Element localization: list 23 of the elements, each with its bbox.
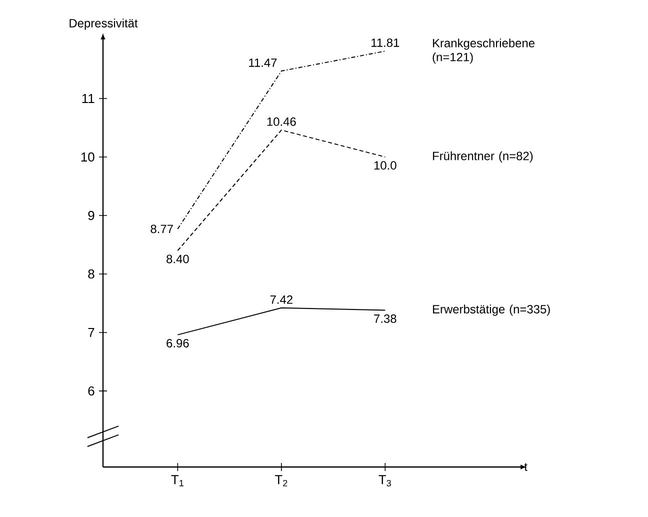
x-axis-title: t bbox=[524, 463, 528, 471]
text: Krankgeschriebene (n=121) bbox=[432, 38, 534, 64]
x-tick-label: T$_{2}$ bbox=[274, 475, 288, 486]
y-tick-label: 6 bbox=[88, 386, 94, 396]
data-label: 8.40 bbox=[166, 254, 189, 264]
data-label: 7.42 bbox=[270, 295, 292, 304]
x-tick-label: T$_{3}$ bbox=[378, 475, 391, 486]
data-label: 10.46 bbox=[267, 117, 296, 126]
data-label: 8.77 bbox=[150, 224, 173, 234]
y-tick-label: 8 bbox=[88, 269, 94, 279]
x-tick-label: T$_{1}$ bbox=[171, 475, 184, 486]
text: Erwerbstätige (n=335) bbox=[433, 304, 550, 316]
text: Frührentner (n=82) bbox=[433, 151, 533, 163]
y-axis-title: Depressivität bbox=[70, 18, 138, 30]
data-label: 7.38 bbox=[374, 314, 396, 323]
data-label: 11.47 bbox=[249, 58, 277, 67]
data-label: 11.81 bbox=[372, 38, 400, 47]
y-tick-label: 7 bbox=[88, 328, 94, 337]
y-tick-label: 9 bbox=[88, 210, 94, 220]
data-label: 6.96 bbox=[166, 338, 189, 348]
y-tick-label: 10 bbox=[81, 152, 94, 162]
y-tick-label: 11 bbox=[82, 94, 94, 103]
data-label: 10.0 bbox=[374, 161, 396, 170]
